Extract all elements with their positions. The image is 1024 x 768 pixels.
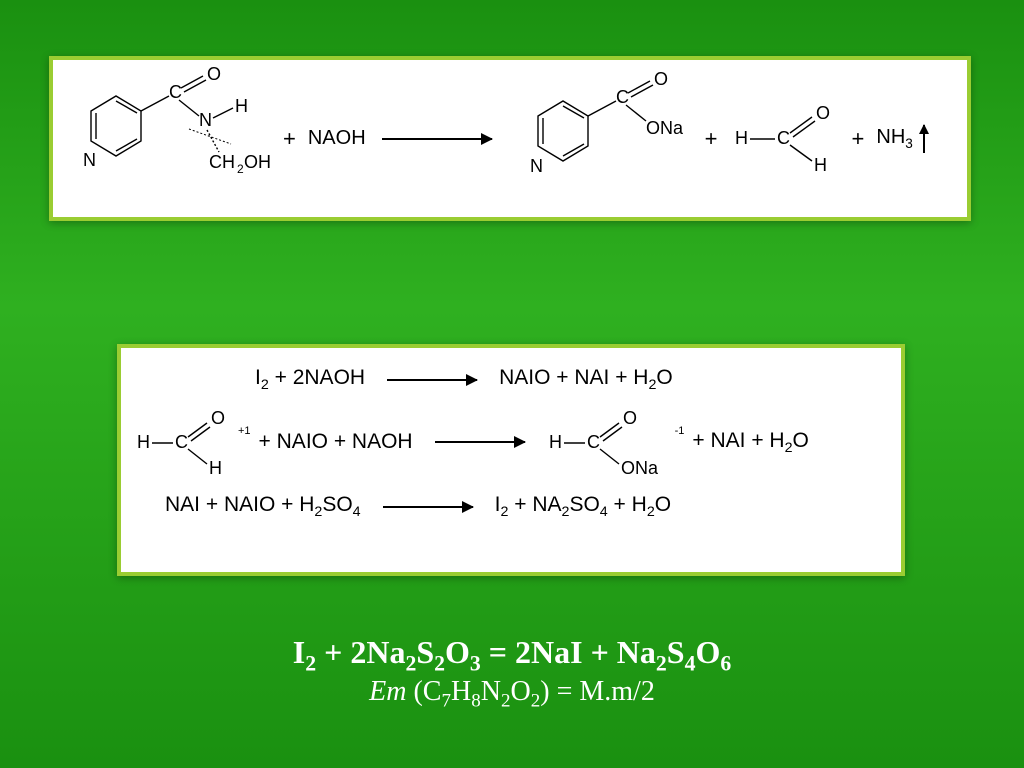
middle-reactions-panel: I2 + 2NAOH NAIO + NAI + H2O H C O H +1 +… — [117, 344, 905, 576]
svg-text:ONa: ONa — [646, 118, 684, 138]
bottom-equation-2: Em (C7H8N2O2) = M.m/2 — [0, 676, 1024, 713]
gas-evolution-arrow — [923, 125, 925, 153]
svg-text:C: C — [175, 432, 188, 452]
svg-text:N: N — [530, 156, 543, 176]
svg-text:O: O — [654, 69, 668, 89]
svg-text:H: H — [137, 432, 150, 452]
svg-text:O: O — [816, 103, 830, 123]
svg-text:N: N — [199, 110, 212, 130]
product-nh3: NH3 — [876, 126, 912, 151]
plus-3: + — [846, 126, 871, 152]
reaction-arrow-1 — [382, 138, 492, 140]
svg-text:H: H — [235, 96, 248, 116]
plus-1: + — [277, 126, 302, 152]
molecule-formaldehyde-top: H C O H — [730, 89, 840, 189]
svg-text:H: H — [735, 128, 748, 148]
svg-text:O: O — [207, 66, 221, 84]
plus-2: + — [699, 126, 724, 152]
svg-text:H: H — [549, 432, 562, 452]
mid-reaction-line-3: NAI + NAIO + H2SO4 I2 + NA2SO4 + H2O — [135, 493, 887, 520]
svg-text:O: O — [623, 408, 637, 428]
svg-text:ONa: ONa — [621, 458, 659, 478]
svg-text:2: 2 — [237, 162, 244, 176]
mid-reaction-line-1: I2 + 2NAOH NAIO + NAI + H2O — [135, 366, 887, 393]
reagent-naoh: NAOH — [308, 127, 366, 150]
oxidation-state-right: -1 — [675, 425, 685, 437]
mid-arrow-1 — [387, 379, 477, 381]
svg-text:OH: OH — [244, 152, 271, 172]
svg-text:C: C — [616, 87, 629, 107]
svg-text:CH: CH — [209, 152, 235, 172]
svg-text:O: O — [211, 408, 225, 428]
oxidation-state-left: +1 — [238, 425, 251, 437]
svg-text:H: H — [209, 458, 222, 478]
mid-reaction-line-2: H C O H +1 + NAIO + NAOH H C O ONa -1 — [135, 403, 887, 481]
mid-arrow-3 — [383, 506, 473, 508]
molecule-hcho-left: H C O H — [135, 404, 230, 480]
svg-text:C: C — [169, 82, 182, 102]
bottom-equation-1: I2 + 2Na2S2O3 = 2NaI + Na2S4O6 — [0, 634, 1024, 676]
top-reaction-row: N C O N H CH 2 OH + NAOH — [61, 68, 959, 209]
top-reaction-panel: N C O N H CH 2 OH + NAOH — [49, 56, 971, 221]
svg-text:H: H — [814, 155, 827, 175]
mid-arrow-2 — [435, 441, 525, 443]
svg-text:N: N — [83, 150, 96, 170]
svg-text:C: C — [587, 432, 600, 452]
molecule-hcoona: H C O ONa — [547, 404, 667, 480]
svg-text:C: C — [777, 128, 790, 148]
molecule-nicotinamide-ch2oh: N C O N H CH 2 OH — [61, 66, 271, 211]
molecule-sodium-nicotinate: N C O ONa — [508, 66, 693, 211]
